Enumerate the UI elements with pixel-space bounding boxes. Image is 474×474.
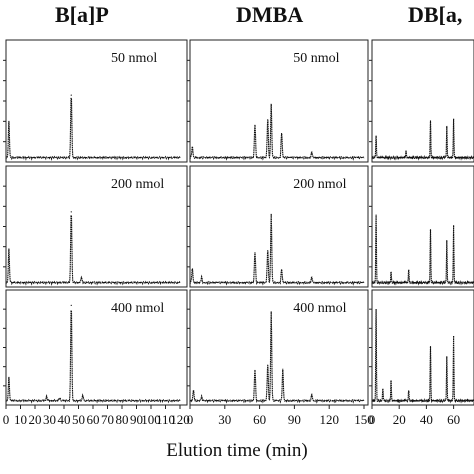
- peak-marker: [429, 346, 432, 348]
- x-tick-label: 60: [253, 412, 266, 427]
- panel-frame: [189, 39, 369, 163]
- peak-marker: [70, 211, 72, 213]
- peak-marker: [80, 277, 82, 280]
- peak-marker: [192, 390, 195, 393]
- x-tick-label: 30: [43, 412, 56, 427]
- peak-marker: [390, 272, 392, 274]
- chromatogram-trace: [189, 213, 365, 286]
- peak-marker: [191, 147, 193, 149]
- x-tick-label: 30: [218, 412, 231, 427]
- chromatogram-trace: [371, 309, 474, 404]
- x-tick-label: 70: [101, 412, 114, 427]
- x-tick-label: 20: [393, 412, 406, 427]
- peak-marker: [281, 133, 283, 135]
- panel-frame: [5, 39, 188, 163]
- x-tick-label: 0: [187, 412, 194, 427]
- column-header-dbal: DB[a,: [408, 2, 463, 27]
- peak-marker: [311, 152, 313, 154]
- peak-marker: [281, 270, 283, 272]
- peak-marker: [446, 357, 448, 359]
- peak-marker: [267, 250, 269, 252]
- x-tick-label: 50: [72, 412, 85, 427]
- dose-label: 200 nmol: [111, 177, 164, 192]
- peak-marker: [201, 397, 203, 399]
- peak-marker: [375, 309, 377, 311]
- column-header-bap: B[a]P: [55, 2, 109, 27]
- chromatogram-trace: [371, 118, 474, 161]
- x-tick-label: 90: [288, 412, 301, 427]
- peak-marker: [375, 136, 377, 138]
- peak-marker: [8, 250, 10, 252]
- x-tick-label: 120: [319, 412, 339, 427]
- peak-marker: [82, 396, 84, 398]
- x-tick-label: 0: [369, 412, 376, 427]
- peak-marker: [267, 364, 269, 366]
- column-header-dmba: DMBA: [236, 2, 304, 27]
- peak-marker: [201, 277, 203, 280]
- chromatogram-trace: [5, 310, 181, 404]
- chromatogram-trace: [371, 214, 474, 286]
- dose-label: 50 nmol: [111, 51, 157, 66]
- x-tick-label: 40: [420, 412, 433, 427]
- peak-marker: [270, 312, 272, 314]
- x-tick-label: 60: [447, 412, 460, 427]
- dose-label: 50 nmol: [293, 51, 339, 66]
- panel-frame: [371, 289, 474, 406]
- peak-marker: [254, 124, 256, 126]
- peak-marker: [446, 241, 448, 243]
- peak-marker: [270, 214, 272, 216]
- peak-marker: [453, 336, 455, 338]
- x-tick-label: 150: [354, 412, 374, 427]
- peak-marker: [70, 94, 72, 96]
- peak-marker: [429, 230, 432, 232]
- peak-marker: [270, 104, 272, 106]
- x-tick-label: 20: [29, 412, 42, 427]
- x-tick-label: 100: [141, 412, 161, 427]
- peak-marker: [311, 395, 313, 397]
- peak-marker: [267, 119, 269, 121]
- peak-marker: [59, 398, 61, 400]
- peak-marker: [429, 121, 432, 123]
- x-tick-label: 90: [130, 412, 143, 427]
- peak-marker: [311, 277, 313, 280]
- peak-marker: [8, 378, 10, 380]
- peak-marker: [8, 122, 10, 124]
- x-tick-label: 80: [116, 412, 129, 427]
- peak-marker: [282, 369, 284, 372]
- x-tick-label: 120: [170, 412, 190, 427]
- x-tick-label: 110: [156, 412, 175, 427]
- peak-marker: [191, 268, 193, 271]
- chromatogram-trace: [5, 97, 181, 162]
- peak-marker: [382, 388, 384, 390]
- x-tick-label: 10: [14, 412, 27, 427]
- peak-marker: [46, 397, 48, 399]
- x-axis-label: Elution time (min): [166, 440, 308, 461]
- x-tick-label: 0: [3, 412, 10, 427]
- peak-marker: [254, 252, 256, 254]
- peak-marker: [405, 151, 407, 153]
- peak-marker: [70, 304, 72, 306]
- dose-label: 400 nmol: [111, 301, 164, 316]
- chromatogram-trace: [189, 311, 365, 404]
- dose-label: 200 nmol: [293, 177, 346, 192]
- chromatogram-trace: [189, 103, 365, 161]
- peak-marker: [375, 214, 377, 216]
- peak-marker: [390, 380, 392, 382]
- x-tick-label: 40: [58, 412, 71, 427]
- peak-marker: [446, 127, 448, 129]
- chromatogram-trace: [5, 214, 181, 287]
- peak-marker: [453, 225, 455, 227]
- panel-frame: [371, 165, 474, 288]
- peak-marker: [453, 119, 455, 121]
- peak-marker: [254, 369, 256, 372]
- panel-frame: [371, 39, 474, 163]
- peak-marker: [408, 270, 410, 272]
- peak-marker: [408, 390, 410, 393]
- x-tick-label: 60: [87, 412, 100, 427]
- dose-label: 400 nmol: [293, 301, 346, 316]
